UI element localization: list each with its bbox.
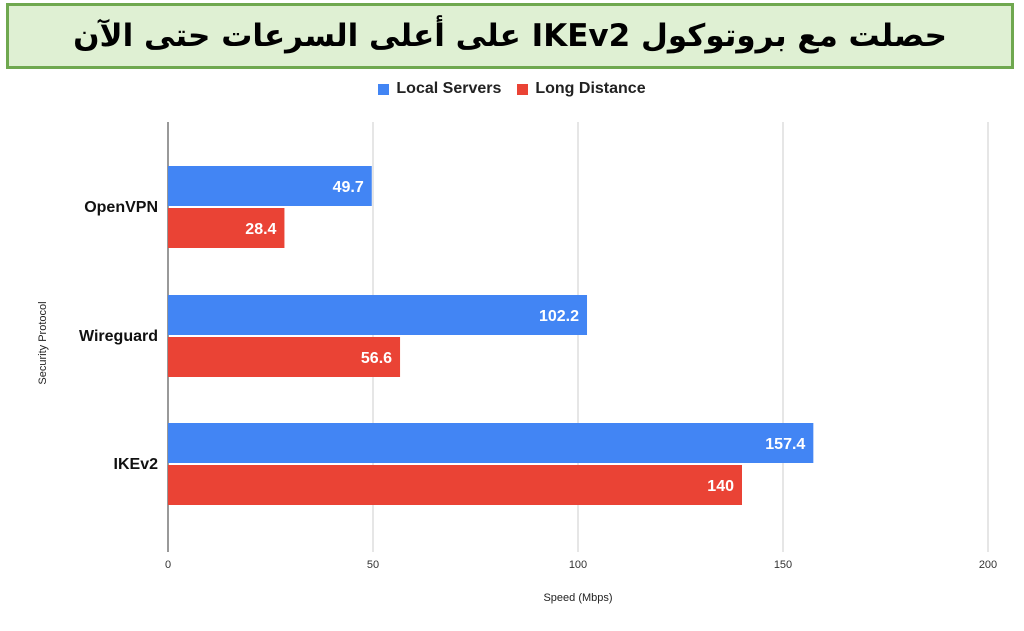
data-label-wireguard-long-distance: 56.6 [361, 350, 392, 367]
legend-item-local-servers: Local Servers [378, 80, 501, 98]
y-axis-title: Security Protocol [37, 301, 49, 384]
x-axis-title: Speed (Mbps) [543, 592, 612, 604]
title-banner: حصلت مع بروتوكول IKEv2 على أعلى السرعات … [6, 3, 1014, 69]
bar-wireguard-long-distance [168, 337, 401, 377]
x-tick-label-0: 0 [165, 559, 171, 571]
legend-label-local-servers: Local Servers [396, 80, 502, 97]
x-tick-label-50: 50 [367, 559, 379, 571]
bar-ikev2-long-distance [168, 465, 742, 505]
labels: 0 50 100 150 200 49.7 28.4 OpenVPN 102.2 56.6 Wire… [79, 179, 997, 571]
category-label-openvpn: OpenVPN [84, 199, 158, 216]
bar-openvpn-local-servers [168, 166, 372, 206]
data-label-ikev2-long-distance: 140 [707, 478, 734, 495]
data-label-openvpn-local-servers: 49.7 [333, 179, 364, 196]
legend-swatch-local-servers [378, 83, 390, 95]
chart-title: حصلت مع بروتوكول IKEv2 على أعلى السرعات … [73, 18, 947, 54]
legend-label-long-distance: Long Distance [535, 80, 646, 97]
chart-legend: Local Servers Long Distance [0, 80, 1024, 98]
legend-item-long-distance: Long Distance [517, 80, 646, 98]
data-label-wireguard-local-servers: 102.2 [539, 308, 579, 325]
bar-wireguard-local-servers [168, 295, 588, 335]
category-label-wireguard: Wireguard [79, 328, 158, 345]
legend-swatch-long-distance [517, 83, 529, 95]
bar-ikev2-local-servers [168, 423, 814, 463]
x-tick-label-150: 150 [774, 559, 792, 571]
data-label-ikev2-local-servers: 157.4 [765, 436, 805, 453]
x-tick-label-100: 100 [569, 559, 587, 571]
bar-openvpn-long-distance [168, 208, 285, 248]
bars [168, 166, 814, 505]
category-label-ikev2: IKEv2 [114, 456, 159, 473]
x-tick-label-200: 200 [979, 559, 997, 571]
data-label-openvpn-long-distance: 28.4 [245, 221, 276, 238]
